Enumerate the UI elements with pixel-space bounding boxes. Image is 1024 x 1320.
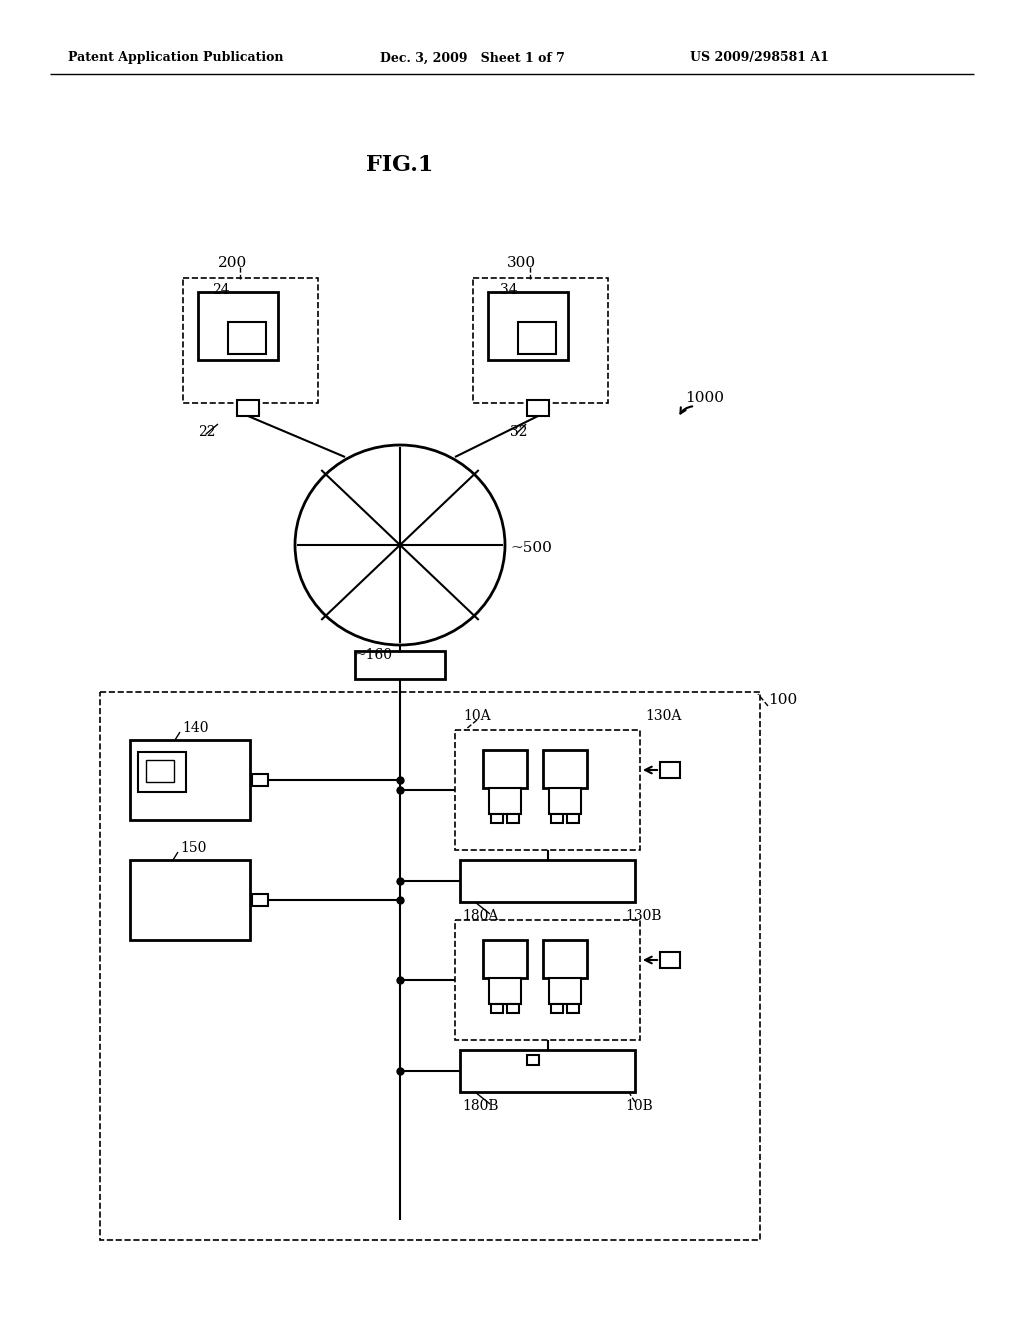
Bar (488, 292, 568, 360)
Text: Dec. 3, 2009   Sheet 1 of 7: Dec. 3, 2009 Sheet 1 of 7 (380, 51, 565, 65)
Bar (252, 894, 268, 906)
Bar (138, 752, 186, 792)
Bar (237, 400, 259, 416)
Text: 10B: 10B (625, 1100, 652, 1113)
Text: 34: 34 (500, 282, 517, 297)
Bar (355, 651, 445, 678)
Bar (483, 750, 527, 788)
Text: 1000: 1000 (685, 391, 724, 405)
Bar (483, 940, 527, 978)
Text: 130B: 130B (625, 909, 662, 923)
Bar (549, 978, 581, 1005)
Bar (489, 788, 521, 814)
Bar (660, 952, 680, 968)
Bar (130, 741, 250, 820)
Bar (455, 730, 640, 850)
Text: 22: 22 (198, 425, 215, 440)
Bar (549, 788, 581, 814)
Bar (455, 920, 640, 1040)
Bar (490, 813, 503, 822)
Bar (198, 292, 278, 360)
Bar (551, 813, 563, 822)
Bar (507, 1003, 519, 1012)
Bar (146, 760, 174, 781)
Bar (252, 774, 268, 785)
Bar (551, 1003, 563, 1012)
Bar (473, 279, 608, 403)
Bar (527, 400, 549, 416)
Bar (228, 322, 266, 354)
Text: 300: 300 (507, 256, 537, 271)
Bar (460, 1049, 635, 1092)
Bar (518, 322, 556, 354)
Bar (543, 940, 587, 978)
Text: Patent Application Publication: Patent Application Publication (68, 51, 284, 65)
Bar (567, 813, 579, 822)
Text: 24: 24 (212, 282, 229, 297)
Text: 130A: 130A (645, 709, 681, 723)
Bar (526, 1055, 539, 1065)
Text: 100: 100 (768, 693, 798, 708)
Bar (100, 692, 760, 1239)
Text: 140: 140 (182, 721, 209, 735)
Bar (543, 750, 587, 788)
Text: 180A: 180A (462, 909, 499, 923)
Bar (460, 861, 635, 902)
Text: 180B: 180B (462, 1100, 499, 1113)
Text: 32: 32 (510, 425, 527, 440)
Text: ~500: ~500 (510, 541, 552, 554)
Text: 200: 200 (218, 256, 247, 271)
Bar (490, 1003, 503, 1012)
Bar (130, 861, 250, 940)
Text: 10A: 10A (463, 709, 490, 723)
Bar (507, 813, 519, 822)
Bar (183, 279, 318, 403)
Text: 150: 150 (180, 841, 207, 855)
Text: FIG.1: FIG.1 (367, 154, 434, 176)
Text: ~160: ~160 (355, 648, 393, 663)
Text: US 2009/298581 A1: US 2009/298581 A1 (690, 51, 828, 65)
Bar (660, 762, 680, 777)
Bar (567, 1003, 579, 1012)
Bar (489, 978, 521, 1005)
